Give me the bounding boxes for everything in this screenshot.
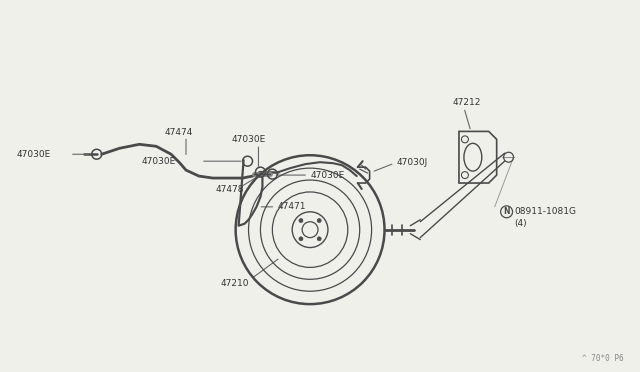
Text: 47212: 47212 (453, 98, 481, 107)
Text: ^ 70*0 P6: ^ 70*0 P6 (582, 354, 624, 363)
Text: 47030E: 47030E (16, 150, 51, 159)
Circle shape (317, 237, 321, 241)
Text: 47471: 47471 (277, 202, 306, 211)
Text: N: N (503, 207, 510, 216)
Text: 08911-1081G: 08911-1081G (515, 207, 577, 216)
Text: 47478: 47478 (216, 186, 244, 195)
Circle shape (299, 219, 303, 222)
Text: 47030J: 47030J (396, 158, 428, 167)
Circle shape (317, 219, 321, 222)
Text: 47030E: 47030E (310, 171, 344, 180)
Circle shape (299, 237, 303, 241)
Text: 47474: 47474 (165, 128, 193, 137)
Text: 47210: 47210 (221, 279, 249, 288)
Text: 47030E: 47030E (232, 135, 266, 144)
Text: 47030E: 47030E (142, 157, 176, 166)
Text: (4): (4) (515, 219, 527, 228)
